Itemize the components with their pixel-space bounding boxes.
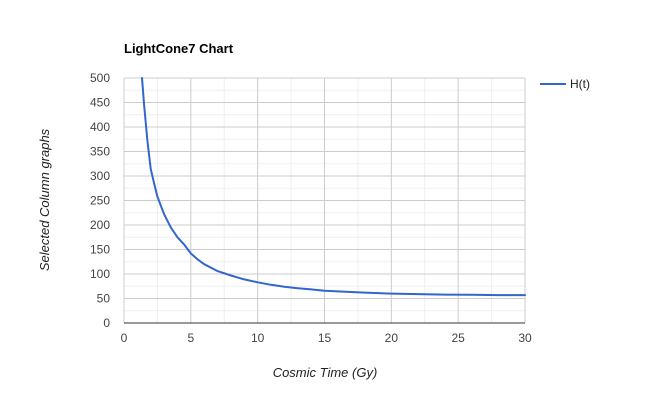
legend[interactable]: H(t) [540, 77, 590, 91]
y-tick-label: 0 [103, 316, 110, 330]
y-axis-title: Selected Column graphs [37, 128, 52, 271]
y-tick-label: 50 [97, 292, 111, 306]
x-tick-label: 10 [251, 331, 265, 345]
y-tick-label: 350 [90, 145, 110, 159]
major-gridlines [123, 77, 526, 323]
x-tick-label: 25 [451, 331, 465, 345]
y-tick-label: 450 [90, 96, 110, 110]
x-tick-label: 0 [121, 331, 128, 345]
y-tick-label: 250 [90, 194, 110, 208]
x-tick-label: 30 [518, 331, 532, 345]
x-axis-title: Cosmic Time (Gy) [273, 365, 378, 380]
y-tick-label: 200 [90, 218, 110, 232]
y-tick-label: 500 [90, 71, 110, 85]
chart-title: LightCone7 Chart [124, 41, 234, 56]
series-layer [141, 77, 526, 297]
x-tick-label: 20 [385, 331, 399, 345]
y-tick-label: 300 [90, 169, 110, 183]
y-axis-ticks: 0 50 100 150 200 250 300 350 400 450 500 [90, 71, 110, 330]
x-tick-label: 5 [187, 331, 194, 345]
y-tick-label: 150 [90, 243, 110, 257]
series-line-0[interactable] [141, 77, 526, 297]
x-axis-ticks: 0 5 10 15 20 25 30 [121, 331, 532, 345]
y-tick-label: 400 [90, 120, 110, 134]
legend-label: H(t) [570, 77, 590, 91]
y-tick-label: 100 [90, 267, 110, 281]
x-tick-label: 15 [318, 331, 332, 345]
